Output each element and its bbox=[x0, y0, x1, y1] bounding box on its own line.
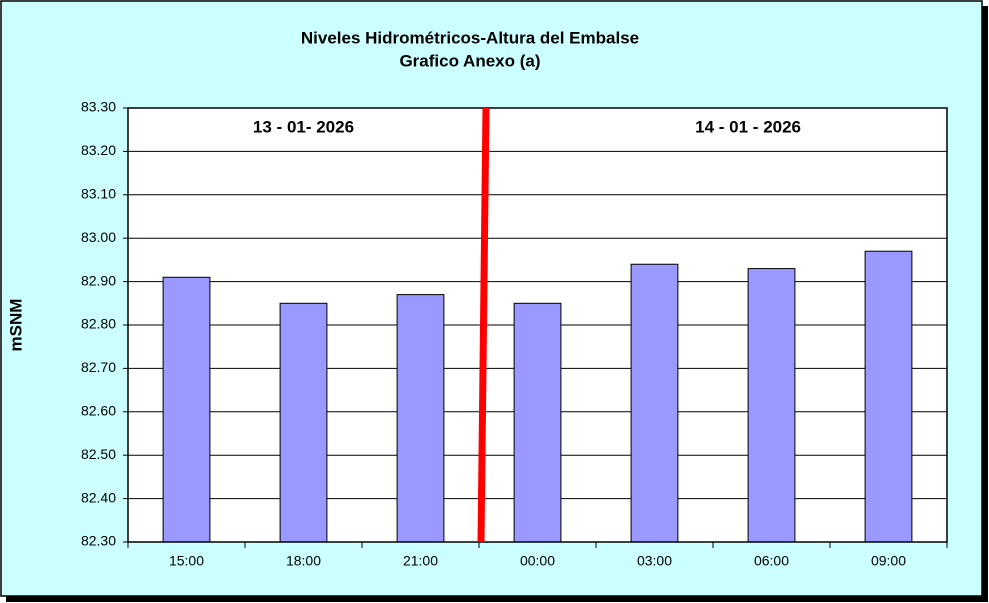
x-tick-label: 15:00 bbox=[169, 553, 204, 569]
y-tick-label: 83.30 bbox=[81, 99, 116, 115]
x-tick-label: 06:00 bbox=[754, 553, 789, 569]
y-tick-label: 83.10 bbox=[81, 186, 116, 202]
chart-title: Niveles Hidrométricos-Altura del Embalse bbox=[301, 28, 639, 47]
plot-border bbox=[127, 107, 948, 543]
x-tick-label: 18:00 bbox=[286, 553, 321, 569]
y-tick-label: 82.70 bbox=[81, 359, 116, 375]
bar bbox=[630, 263, 679, 543]
bar bbox=[513, 302, 562, 543]
y-tick-label: 82.60 bbox=[81, 403, 116, 419]
x-tick-label: 09:00 bbox=[871, 553, 906, 569]
bar bbox=[279, 302, 328, 543]
bar bbox=[162, 276, 211, 543]
annotation: 13 - 01- 2026 bbox=[253, 117, 354, 136]
day-divider bbox=[477, 107, 490, 543]
y-axis-label: mSNM bbox=[6, 299, 25, 352]
y-tick-label: 82.30 bbox=[81, 533, 116, 549]
bar bbox=[747, 268, 796, 543]
y-tick-label: 82.50 bbox=[81, 446, 116, 462]
y-tick-label: 82.40 bbox=[81, 489, 116, 505]
y-tick-label: 83.20 bbox=[81, 142, 116, 158]
annotation: 14 - 01 - 2026 bbox=[695, 117, 801, 136]
bar bbox=[864, 250, 913, 543]
chart-subtitle: Grafico Anexo (a) bbox=[399, 51, 540, 70]
y-tick-label: 83.00 bbox=[81, 229, 116, 245]
x-tick-label: 21:00 bbox=[403, 553, 438, 569]
bar bbox=[396, 294, 445, 543]
x-tick-label: 03:00 bbox=[637, 553, 672, 569]
y-tick-label: 82.90 bbox=[81, 272, 116, 288]
x-tick-label: 00:00 bbox=[520, 553, 555, 569]
y-tick-label: 82.80 bbox=[81, 316, 116, 332]
